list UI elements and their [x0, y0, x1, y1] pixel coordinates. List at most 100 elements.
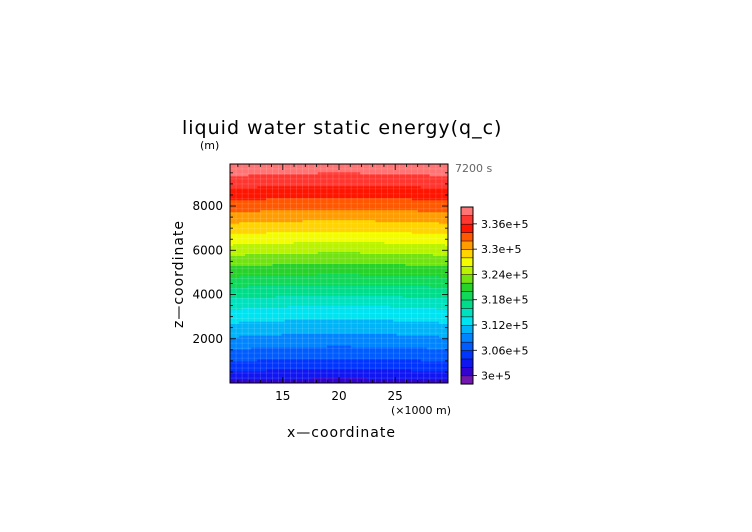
heatmap-cell: [263, 293, 267, 296]
heatmap-cell: [293, 243, 298, 247]
heatmap-cell: [444, 255, 449, 258]
heatmap-cell: [299, 335, 304, 338]
heatmap-cell: [411, 297, 416, 300]
heatmap-cell: [366, 301, 370, 304]
heatmap-cell: [408, 247, 413, 251]
heatmap-cell: [302, 349, 307, 352]
heatmap-cell: [278, 327, 282, 330]
heatmap-cell: [254, 331, 258, 334]
heatmap-cell: [396, 295, 400, 298]
heatmap-cell: [254, 321, 258, 324]
heatmap-cell: [314, 291, 319, 294]
heatmap-cell: [375, 351, 379, 354]
heatmap-cell: [402, 369, 407, 372]
heatmap-cell: [299, 307, 304, 310]
heatmap-cell: [242, 277, 246, 280]
heatmap-cell: [354, 295, 358, 298]
heatmap-cell: [254, 363, 258, 366]
heatmap-cell: [369, 311, 373, 314]
heatmap-cell: [314, 331, 319, 334]
heatmap-cell: [296, 257, 301, 260]
heatmap-cell: [399, 357, 403, 360]
heatmap-cell: [360, 301, 364, 304]
heatmap-cell: [339, 375, 343, 378]
heatmap-cell: [405, 373, 410, 376]
heatmap-cell: [314, 273, 319, 276]
heatmap-cell: [230, 359, 234, 362]
heatmap-cell: [281, 351, 285, 354]
heatmap-cell: [293, 313, 298, 316]
heatmap-cell: [444, 359, 449, 362]
heatmap-cell: [233, 335, 237, 338]
heatmap-cell: [408, 325, 413, 328]
heatmap-cell: [320, 351, 325, 354]
heatmap-cell: [230, 247, 234, 251]
heatmap-cell: [317, 245, 322, 249]
heatmap-cell: [242, 333, 246, 336]
heatmap-cell: [272, 245, 276, 249]
heatmap-cell: [287, 335, 291, 338]
heatmap-cell: [432, 307, 437, 310]
heatmap-cell: [251, 289, 255, 292]
heatmap-cell: [384, 375, 388, 378]
heatmap-cell: [402, 329, 407, 332]
heatmap-cell: [432, 351, 437, 354]
heatmap-cell: [411, 251, 416, 254]
heatmap-cell: [290, 323, 294, 326]
heatmap-cell: [332, 271, 337, 274]
heatmap-cell: [345, 335, 349, 338]
heatmap-cell: [354, 303, 358, 306]
heatmap-cell: [393, 295, 397, 298]
heatmap-cell: [245, 331, 249, 334]
heatmap-cell: [441, 301, 446, 304]
heatmap-cell: [302, 355, 307, 358]
heatmap-cell: [236, 321, 240, 324]
heatmap-cell: [363, 275, 367, 278]
heatmap-cell: [296, 277, 301, 280]
heatmap-cell: [402, 259, 407, 262]
heatmap-cell: [441, 287, 446, 290]
heatmap-cell: [245, 339, 249, 342]
heatmap-cell: [348, 293, 352, 296]
heatmap-cell: [357, 359, 361, 362]
heatmap-cell: [438, 331, 443, 334]
heatmap-cell: [438, 299, 443, 302]
heatmap-cell: [426, 277, 431, 280]
heatmap-cell: [402, 305, 407, 308]
heatmap-cell: [417, 345, 422, 348]
heatmap-cell: [329, 299, 334, 302]
heatmap-cell: [375, 325, 379, 328]
heatmap-cell: [326, 289, 331, 292]
heatmap-cell: [248, 345, 252, 348]
heatmap-cell: [402, 355, 407, 358]
heatmap-cell: [254, 367, 258, 370]
heatmap-cell: [290, 319, 294, 322]
heatmap-cell: [429, 251, 434, 254]
heatmap-cell: [348, 277, 352, 280]
heatmap-cell: [417, 377, 422, 380]
heatmap-cell: [444, 345, 449, 348]
heatmap-cell: [311, 293, 316, 296]
heatmap-cell: [230, 259, 234, 262]
heatmap-cell: [354, 333, 358, 336]
heatmap-cell: [378, 293, 382, 296]
heatmap-cell: [432, 249, 437, 252]
heatmap-cell: [272, 337, 276, 340]
heatmap-cell: [369, 327, 373, 330]
heatmap-cell: [287, 353, 291, 356]
heatmap-cell: [323, 253, 328, 256]
heatmap-cell: [339, 261, 343, 264]
heatmap-cell: [296, 273, 301, 276]
heatmap-cell: [239, 335, 243, 338]
heatmap-cell: [372, 261, 376, 264]
heatmap-cell: [230, 277, 234, 280]
heatmap-cell: [411, 257, 416, 260]
heatmap-cell: [320, 273, 325, 276]
heatmap-cell: [429, 299, 434, 302]
heatmap-cell: [381, 269, 385, 272]
heatmap-cell: [351, 289, 355, 292]
heatmap-cell: [384, 325, 388, 328]
heatmap-cell: [308, 349, 313, 352]
heatmap-cell: [239, 301, 243, 304]
heatmap-cell: [269, 337, 273, 340]
